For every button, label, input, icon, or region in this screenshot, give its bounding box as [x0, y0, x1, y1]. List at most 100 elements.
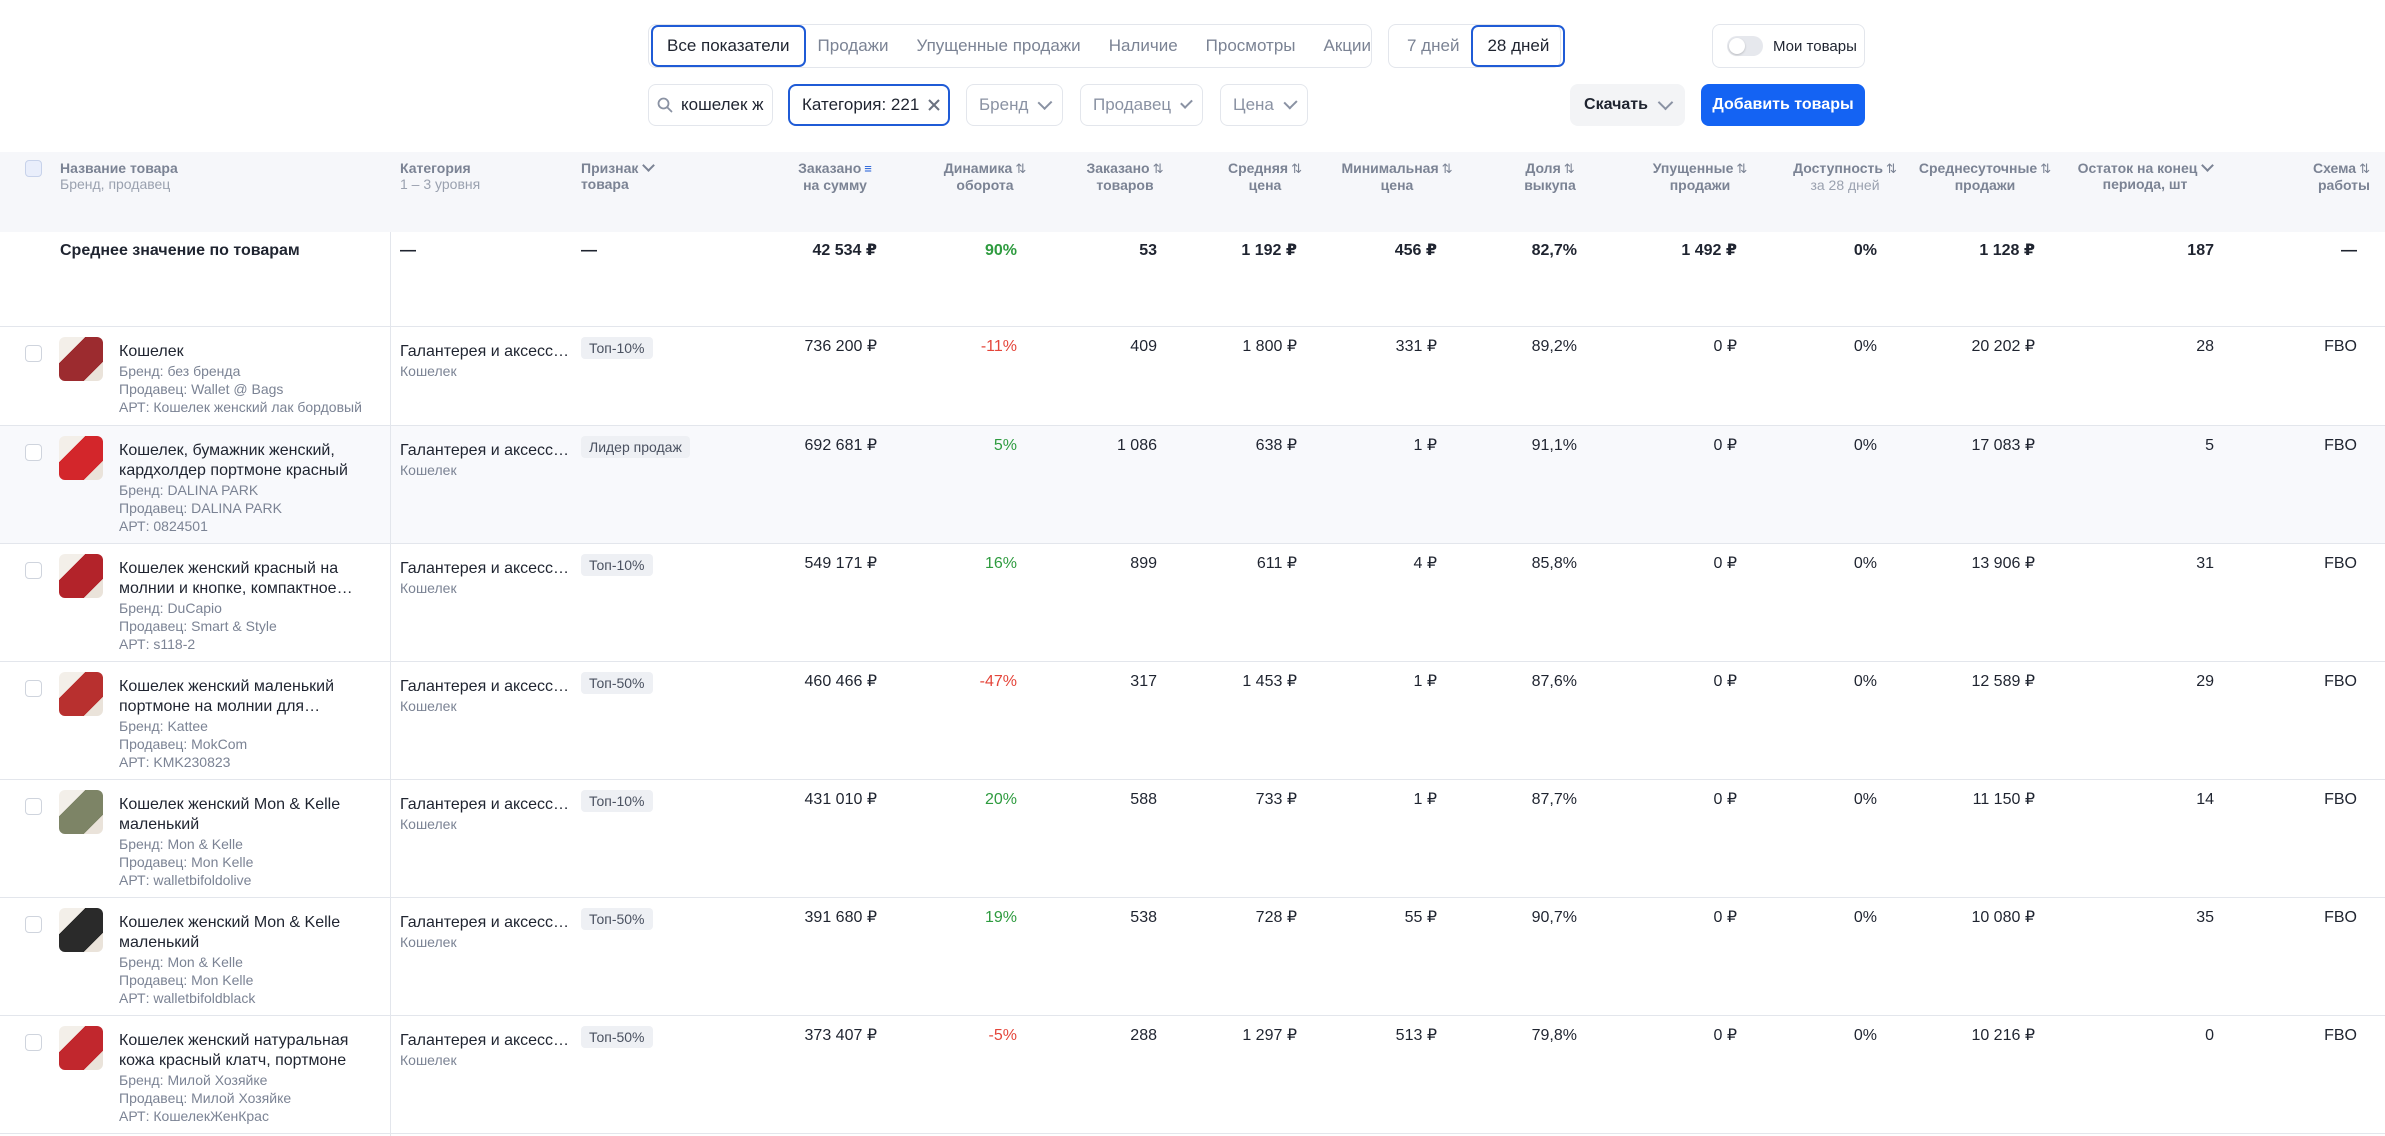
col-ordered-sum[interactable]: Заказано ≡ на сумму: [798, 160, 872, 193]
category-name: Галантерея и аксессуары: [400, 343, 570, 360]
cell-ordered-sum: 373 407 ₽: [804, 1027, 877, 1044]
cell-scheme: FBO: [2324, 1027, 2357, 1044]
product-thumbnail[interactable]: [59, 908, 103, 952]
col-availability[interactable]: Доступность ⇅ за 28 дней: [1793, 160, 1897, 193]
cell-daily: 10 080 ₽: [1971, 909, 2035, 926]
product-brand: Бренд: Mon & Kelle: [119, 836, 243, 852]
add-goods-button[interactable]: Добавить товары: [1701, 84, 1865, 126]
cell-stock: 28: [2196, 338, 2214, 355]
tab-promotions[interactable]: Акции: [1323, 36, 1372, 55]
cell-buyout: 85,8%: [1531, 555, 1577, 572]
product-thumbnail[interactable]: [59, 672, 103, 716]
col-name[interactable]: Название товара Бренд, продавец: [60, 160, 178, 192]
product-brand: Бренд: Mon & Kelle: [119, 954, 243, 970]
product-title[interactable]: Кошелек женский Mon & Kelle маленький: [119, 796, 341, 833]
cell-avg-price: 611 ₽: [1256, 555, 1297, 572]
product-info: Кошелек женский Mon & Kelle маленький Бре…: [119, 913, 369, 1007]
subcategory-name: Кошелек: [400, 1052, 457, 1068]
product-title[interactable]: Кошелек женский маленький портмоне на мо…: [119, 678, 335, 715]
col-ordered-qty[interactable]: Заказано ⇅ товаров: [1086, 160, 1164, 193]
cell-avail: 0%: [1853, 437, 1877, 454]
col-scheme[interactable]: Схема ⇅ работы: [2312, 160, 2370, 193]
tab-availability[interactable]: Наличие: [1108, 36, 1178, 55]
col-daily-sales[interactable]: Среднесуточные ⇅ продажи: [1918, 160, 2052, 193]
col-category[interactable]: Категория 1 – 3 уровня: [400, 160, 481, 192]
col-dynamics[interactable]: Динамика ⇅ оборота: [943, 160, 1027, 193]
category-name: Галантерея и аксессуары: [400, 560, 570, 577]
col-feature[interactable]: Признак товара: [581, 159, 656, 192]
toggle-switch[interactable]: [1727, 36, 1763, 56]
row-checkbox[interactable]: [25, 916, 42, 933]
tab-28-days[interactable]: 28 дней: [1471, 25, 1566, 67]
cell-lost: 0 ₽: [1713, 909, 1737, 926]
category-filter-label: Категория: 221: [802, 95, 920, 114]
metrics-tabs: Все показатели Продажи Упущенные продажи…: [648, 24, 1372, 68]
price-filter[interactable]: Цена: [1220, 84, 1308, 126]
product-info: Кошелек женский маленький портмоне на мо…: [119, 677, 369, 771]
average-feature: —: [581, 242, 597, 259]
brand-filter[interactable]: Бренд: [966, 84, 1063, 126]
cell-dynamics: 20%: [984, 791, 1017, 808]
product-thumbnail[interactable]: [59, 554, 103, 598]
product-art: АРТ: walletbifoldolive: [119, 872, 252, 888]
product-title[interactable]: Кошелек женский натуральная кожа красный…: [119, 1032, 349, 1069]
seller-filter[interactable]: Продавец: [1080, 84, 1203, 126]
product-info: Кошелек женский Mon & Kelle маленький Бре…: [119, 795, 369, 889]
download-button[interactable]: Скачать: [1570, 84, 1685, 126]
average-stock: 187: [2187, 242, 2214, 259]
category-filter[interactable]: Категория: 221: [788, 84, 950, 126]
product-badge: Топ-10%: [581, 790, 653, 812]
row-checkbox[interactable]: [25, 1034, 42, 1051]
tab-lost-sales[interactable]: Упущенные продажи: [916, 36, 1081, 55]
product-thumbnail[interactable]: [59, 1026, 103, 1070]
col-avg-price[interactable]: Средняя ⇅ цена: [1227, 160, 1303, 193]
col-min-price[interactable]: Минимальная ⇅ цена: [1341, 160, 1453, 193]
row-checkbox[interactable]: [25, 798, 42, 815]
product-thumbnail[interactable]: [59, 436, 103, 480]
product-art: АРТ: 0824501: [119, 518, 208, 534]
product-title[interactable]: Кошелек, бумажник женский, кардхолдер по…: [119, 442, 348, 479]
product-title[interactable]: Кошелек: [119, 343, 184, 360]
sort-icon: ⇅: [2040, 161, 2052, 176]
brand-filter-label: Бренд: [979, 95, 1029, 114]
cell-min-price: 331 ₽: [1395, 338, 1437, 355]
tab-all-metrics[interactable]: Все показатели: [651, 25, 806, 67]
search-input[interactable]: кошелек ж: [681, 95, 764, 114]
product-brand: Бренд: DALINA PARK: [119, 482, 259, 498]
row-checkbox[interactable]: [25, 444, 42, 461]
my-goods-toggle[interactable]: Мои товары: [1712, 24, 1865, 68]
product-category: Галантерея и аксессуары Кошелек: [400, 559, 570, 597]
tab-views[interactable]: Просмотры: [1205, 36, 1296, 55]
cell-avail: 0%: [1853, 338, 1877, 355]
tab-sales[interactable]: Продажи: [817, 36, 889, 55]
cell-buyout: 90,7%: [1531, 909, 1577, 926]
product-art: АРТ: s118-2: [119, 636, 196, 652]
product-thumbnail[interactable]: [59, 790, 103, 834]
product-info: Кошелек женский красный на молнии и кноп…: [119, 559, 369, 653]
cell-scheme: FBO: [2324, 555, 2357, 572]
row-checkbox[interactable]: [25, 345, 42, 362]
cell-ordered-sum: 692 681 ₽: [804, 437, 877, 454]
cell-ordered-qty: 409: [1130, 338, 1157, 355]
cell-daily: 17 083 ₽: [1971, 437, 2035, 454]
product-thumbnail[interactable]: [59, 337, 103, 381]
cell-scheme: FBO: [2324, 338, 2357, 355]
category-name: Галантерея и аксессуары: [400, 678, 570, 695]
cell-avail: 0%: [1853, 555, 1877, 572]
product-seller: Продавец: MokCom: [119, 736, 248, 752]
col-stock[interactable]: Остаток на конец периода, шт: [2070, 159, 2220, 192]
tab-7-days[interactable]: 7 дней: [1407, 36, 1460, 55]
col-buyout[interactable]: Доля ⇅ выкупа: [1524, 160, 1576, 193]
category-name: Галантерея и аксессуары: [400, 1032, 570, 1049]
close-icon[interactable]: [927, 98, 941, 112]
cell-daily: 13 906 ₽: [1971, 555, 2035, 572]
select-all-checkbox[interactable]: [25, 160, 42, 177]
row-checkbox[interactable]: [25, 562, 42, 579]
search-field[interactable]: кошелек ж: [648, 84, 773, 126]
product-title[interactable]: Кошелек женский Mon & Kelle маленький: [119, 914, 341, 951]
cell-min-price: 513 ₽: [1395, 1027, 1437, 1044]
row-checkbox[interactable]: [25, 680, 42, 697]
col-lost-sales[interactable]: Упущенные ⇅ продажи: [1652, 160, 1748, 193]
product-title[interactable]: Кошелек женский красный на молнии и кноп…: [119, 560, 353, 597]
cell-scheme: FBO: [2324, 673, 2357, 690]
